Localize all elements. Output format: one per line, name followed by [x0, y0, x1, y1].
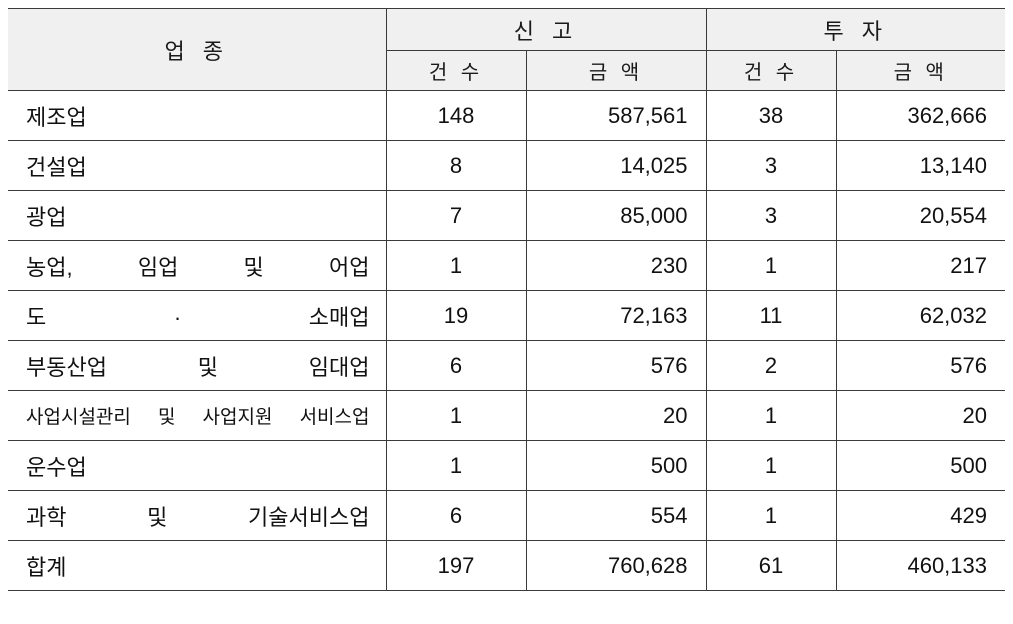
cell-count-1: 6: [386, 341, 526, 391]
cell-count-2: 38: [706, 91, 836, 141]
cell-amount-2: 576: [836, 341, 1005, 391]
cell-amount-2: 500: [836, 441, 1005, 491]
cell-amount-1: 500: [526, 441, 706, 491]
cell-count-1: 1: [386, 391, 526, 441]
col-header-category: 업 종: [8, 9, 386, 91]
cell-category: 사업시설관리 및 사업지원 서비스업: [8, 391, 386, 441]
col-header-amount-2: 금 액: [836, 51, 1005, 91]
cell-amount-2: 217: [836, 241, 1005, 291]
table-row: 운수업15001500: [8, 441, 1005, 491]
cell-amount-1: 587,561: [526, 91, 706, 141]
cell-amount-2: 20,554: [836, 191, 1005, 241]
cell-count-1: 8: [386, 141, 526, 191]
cell-amount-1: 85,000: [526, 191, 706, 241]
cell-count-1: 19: [386, 291, 526, 341]
cell-amount-2: 62,032: [836, 291, 1005, 341]
table-row: 건설업814,025313,140: [8, 141, 1005, 191]
cell-count-2: 1: [706, 241, 836, 291]
cell-count-1: 1: [386, 241, 526, 291]
cell-category: 제조업: [8, 91, 386, 141]
cell-amount-2: 460,133: [836, 541, 1005, 591]
cell-count-1: 1: [386, 441, 526, 491]
table-row: 광업785,000320,554: [8, 191, 1005, 241]
cell-amount-1: 760,628: [526, 541, 706, 591]
cell-amount-1: 230: [526, 241, 706, 291]
cell-amount-2: 362,666: [836, 91, 1005, 141]
cell-count-2: 3: [706, 191, 836, 241]
cell-category: 도 · 소매업: [8, 291, 386, 341]
cell-amount-1: 14,025: [526, 141, 706, 191]
col-header-group1: 신 고: [386, 9, 706, 51]
table-header: 업 종 신 고 투 자 건 수 금 액 건 수 금 액: [8, 9, 1005, 91]
cell-amount-1: 576: [526, 341, 706, 391]
cell-count-2: 1: [706, 391, 836, 441]
col-header-group2: 투 자: [706, 9, 1005, 51]
cell-amount-2: 20: [836, 391, 1005, 441]
cell-category: 과학 및 기술서비스업: [8, 491, 386, 541]
cell-count-2: 3: [706, 141, 836, 191]
cell-count-2: 11: [706, 291, 836, 341]
cell-count-1: 197: [386, 541, 526, 591]
cell-count-2: 1: [706, 441, 836, 491]
cell-count-2: 61: [706, 541, 836, 591]
col-header-amount-1: 금 액: [526, 51, 706, 91]
cell-category: 운수업: [8, 441, 386, 491]
cell-category: 광업: [8, 191, 386, 241]
col-header-count-1: 건 수: [386, 51, 526, 91]
cell-category: 부동산업 및 임대업: [8, 341, 386, 391]
cell-category: 합계: [8, 541, 386, 591]
table-row: 제조업148587,56138362,666: [8, 91, 1005, 141]
table-row: 부동산업 및 임대업65762576: [8, 341, 1005, 391]
cell-amount-2: 13,140: [836, 141, 1005, 191]
cell-amount-1: 20: [526, 391, 706, 441]
cell-count-2: 2: [706, 341, 836, 391]
cell-category: 건설업: [8, 141, 386, 191]
industry-table: 업 종 신 고 투 자 건 수 금 액 건 수 금 액 제조업148587,56…: [8, 8, 1005, 591]
cell-count-2: 1: [706, 491, 836, 541]
table-row: 합계197760,62861460,133: [8, 541, 1005, 591]
table-row: 농업, 임업 및 어업12301217: [8, 241, 1005, 291]
cell-count-1: 6: [386, 491, 526, 541]
table-row: 과학 및 기술서비스업65541429: [8, 491, 1005, 541]
table-row: 도 · 소매업1972,1631162,032: [8, 291, 1005, 341]
cell-category: 농업, 임업 및 어업: [8, 241, 386, 291]
table-row: 사업시설관리 및 사업지원 서비스업120120: [8, 391, 1005, 441]
table-body: 제조업148587,56138362,666건설업814,025313,140광…: [8, 91, 1005, 591]
cell-amount-2: 429: [836, 491, 1005, 541]
cell-count-1: 7: [386, 191, 526, 241]
cell-amount-1: 554: [526, 491, 706, 541]
col-header-count-2: 건 수: [706, 51, 836, 91]
cell-amount-1: 72,163: [526, 291, 706, 341]
cell-count-1: 148: [386, 91, 526, 141]
